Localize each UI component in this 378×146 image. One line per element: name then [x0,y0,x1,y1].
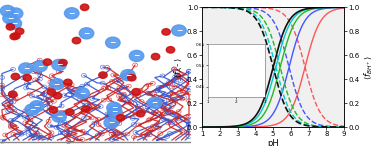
Circle shape [81,4,89,11]
Text: −: − [125,71,131,80]
Circle shape [64,79,72,86]
Circle shape [162,29,170,35]
Circle shape [65,8,79,19]
Circle shape [99,72,107,78]
Text: −: − [23,64,29,73]
Y-axis label: $\langle f_{A^-} \rangle$: $\langle f_{A^-} \rangle$ [172,57,184,78]
Circle shape [0,5,15,16]
Circle shape [50,79,64,90]
Text: −: − [29,105,35,114]
Circle shape [151,53,160,60]
Text: −: − [83,29,90,38]
Circle shape [10,33,19,40]
Circle shape [107,106,122,117]
Text: −: − [111,103,117,112]
Circle shape [25,104,39,115]
Circle shape [53,93,62,99]
Text: −: − [108,118,115,127]
Text: −: − [133,51,140,60]
Circle shape [8,8,23,19]
Circle shape [49,107,57,113]
Circle shape [6,24,15,30]
Text: −: − [176,26,182,35]
Circle shape [136,111,145,117]
Circle shape [121,70,135,81]
Circle shape [128,74,136,81]
Text: −: − [79,89,85,98]
Circle shape [82,106,90,112]
Circle shape [104,117,119,128]
Text: −: − [68,9,75,18]
Circle shape [105,37,120,48]
Text: −: − [56,60,62,69]
Circle shape [59,59,67,66]
Text: −: − [34,102,40,111]
Text: −: − [112,107,118,116]
Circle shape [166,47,175,53]
Circle shape [47,89,56,95]
Circle shape [15,28,24,34]
Circle shape [172,25,186,36]
Circle shape [79,28,94,39]
Y-axis label: $\langle f_{BH^+} \rangle$: $\langle f_{BH^+} \rangle$ [362,55,374,80]
Circle shape [52,59,66,70]
Text: −: − [7,14,13,23]
Circle shape [19,63,33,74]
Text: −: − [5,6,11,15]
Circle shape [33,61,47,72]
Text: −: − [110,38,116,47]
Text: −: − [54,80,60,89]
Circle shape [43,59,51,65]
Circle shape [3,13,17,24]
Circle shape [23,75,31,81]
X-axis label: pH: pH [267,139,279,146]
Circle shape [147,97,162,108]
Circle shape [12,33,20,39]
Circle shape [75,88,90,99]
Text: −: − [152,98,158,107]
Circle shape [66,109,74,115]
Circle shape [107,102,121,113]
Text: −: − [12,9,19,18]
Circle shape [52,111,66,122]
Circle shape [7,18,22,29]
Text: −: − [11,19,17,28]
Text: −: − [56,112,62,121]
Text: −: − [37,62,43,71]
Circle shape [116,114,125,121]
Circle shape [29,101,44,112]
Circle shape [132,88,140,95]
Circle shape [9,91,17,98]
Circle shape [129,50,144,61]
Circle shape [72,37,81,44]
Circle shape [11,73,20,80]
